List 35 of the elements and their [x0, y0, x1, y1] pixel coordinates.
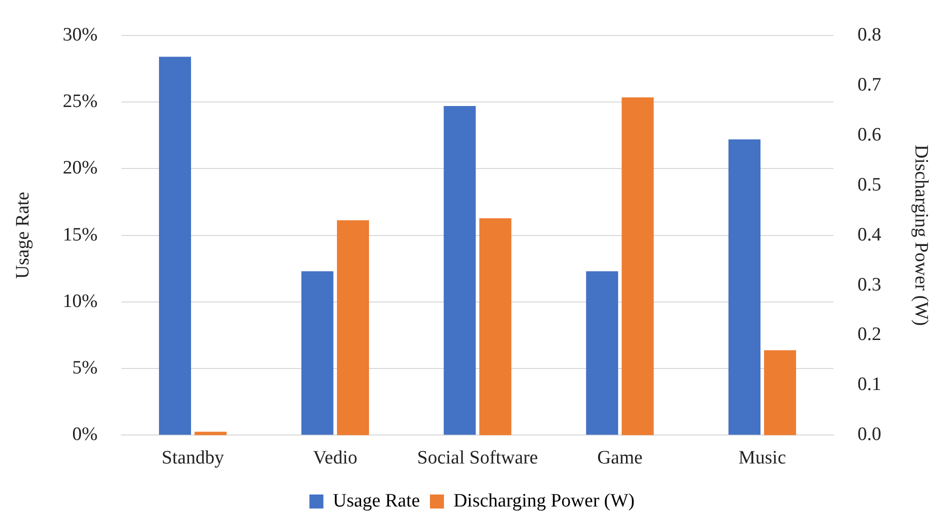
y2-tick-label: 0.0 — [857, 424, 882, 446]
y2-tick-label: 0.3 — [857, 274, 882, 296]
bar — [444, 106, 476, 435]
y-tick-label: 15% — [62, 224, 98, 246]
y-axis-title: Usage Rate — [12, 192, 34, 279]
y2-tick-label: 0.6 — [857, 124, 882, 146]
y2-tick-label: 0.2 — [857, 324, 882, 346]
legend-label: Discharging Power (W) — [453, 490, 635, 512]
bar — [159, 56, 192, 435]
bar — [336, 220, 369, 436]
x-tick-label: Social Software — [417, 448, 538, 469]
y2-tick-label: 0.8 — [857, 24, 882, 46]
y2-tick-label: 0.5 — [857, 174, 882, 196]
y2-tick-label: 0.4 — [857, 224, 882, 246]
y-tick-label: 10% — [62, 290, 98, 312]
bar — [586, 271, 618, 435]
bar — [728, 139, 760, 435]
bar — [764, 350, 796, 436]
y-tick-label: 0% — [72, 424, 98, 446]
x-tick-label: Standby — [162, 448, 224, 469]
legend-label: Usage Rate — [332, 490, 420, 512]
y-tick-label: 25% — [62, 91, 98, 112]
x-tick-label: Music — [738, 448, 786, 469]
y2-tick-label: 0.7 — [857, 74, 882, 96]
bar — [479, 218, 512, 436]
y2-tick-label: 0.1 — [857, 374, 882, 396]
x-tick-label: Vedio — [313, 448, 358, 469]
bar — [301, 271, 334, 435]
bar — [622, 97, 654, 436]
bar — [194, 432, 227, 436]
x-tick-label: Game — [597, 448, 643, 469]
y-tick-label: 20% — [62, 158, 98, 179]
y2-axis-title: Discharging Power (W) — [910, 144, 932, 326]
y-tick-label: 30% — [62, 24, 98, 46]
y-tick-label: 5% — [72, 358, 98, 379]
